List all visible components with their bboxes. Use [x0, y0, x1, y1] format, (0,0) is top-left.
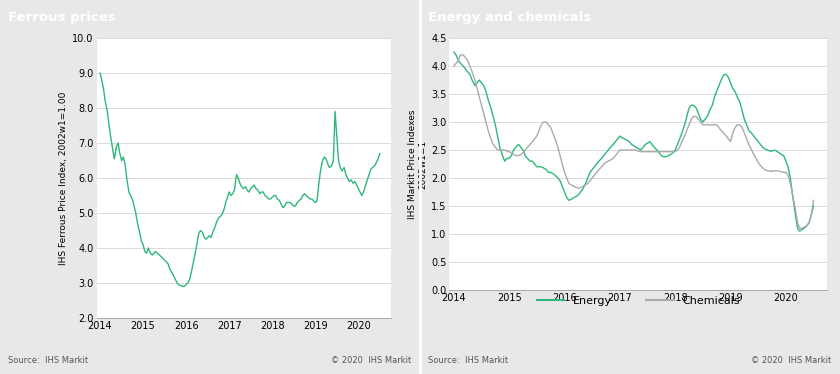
Line: Energy: Energy: [454, 52, 814, 231]
Energy: [809, 204, 819, 208]
Energy: [546, 170, 556, 175]
Chemicals: [463, 58, 473, 63]
Energy: [460, 67, 470, 71]
Text: Ferrous prices: Ferrous prices: [8, 11, 116, 24]
Energy: [583, 176, 593, 180]
Text: Source:  IHS Markit: Source: IHS Markit: [428, 356, 508, 365]
Text: © 2020  IHS Markit: © 2020 IHS Markit: [751, 356, 832, 365]
Text: © 2020  IHS Markit: © 2020 IHS Markit: [331, 356, 412, 365]
Y-axis label: IHS Markit Price Indexes
2002w1=1: IHS Markit Price Indexes 2002w1=1: [407, 109, 427, 219]
Text: Energy and chemicals: Energy and chemicals: [428, 11, 591, 24]
Line: Chemicals: Chemicals: [454, 55, 814, 228]
Chemicals: [548, 131, 558, 135]
Chemicals: [470, 78, 480, 82]
Chemicals: [455, 53, 465, 57]
Chemicals: [585, 178, 595, 183]
Y-axis label: IHS Ferrous Price Index, 2002w1=1.00: IHS Ferrous Price Index, 2002w1=1.00: [60, 91, 68, 265]
Energy: [449, 50, 459, 54]
Text: Source:  IHS Markit: Source: IHS Markit: [8, 356, 88, 365]
Energy: [739, 117, 749, 122]
Energy: [795, 229, 805, 233]
Chemicals: [795, 226, 805, 230]
Legend: Energy, Chemicals: Energy, Chemicals: [533, 292, 744, 310]
Energy: [467, 78, 477, 82]
Energy: [656, 153, 666, 158]
Chemicals: [742, 137, 752, 141]
Chemicals: [449, 64, 459, 68]
Chemicals: [809, 198, 819, 203]
Chemicals: [659, 150, 669, 154]
